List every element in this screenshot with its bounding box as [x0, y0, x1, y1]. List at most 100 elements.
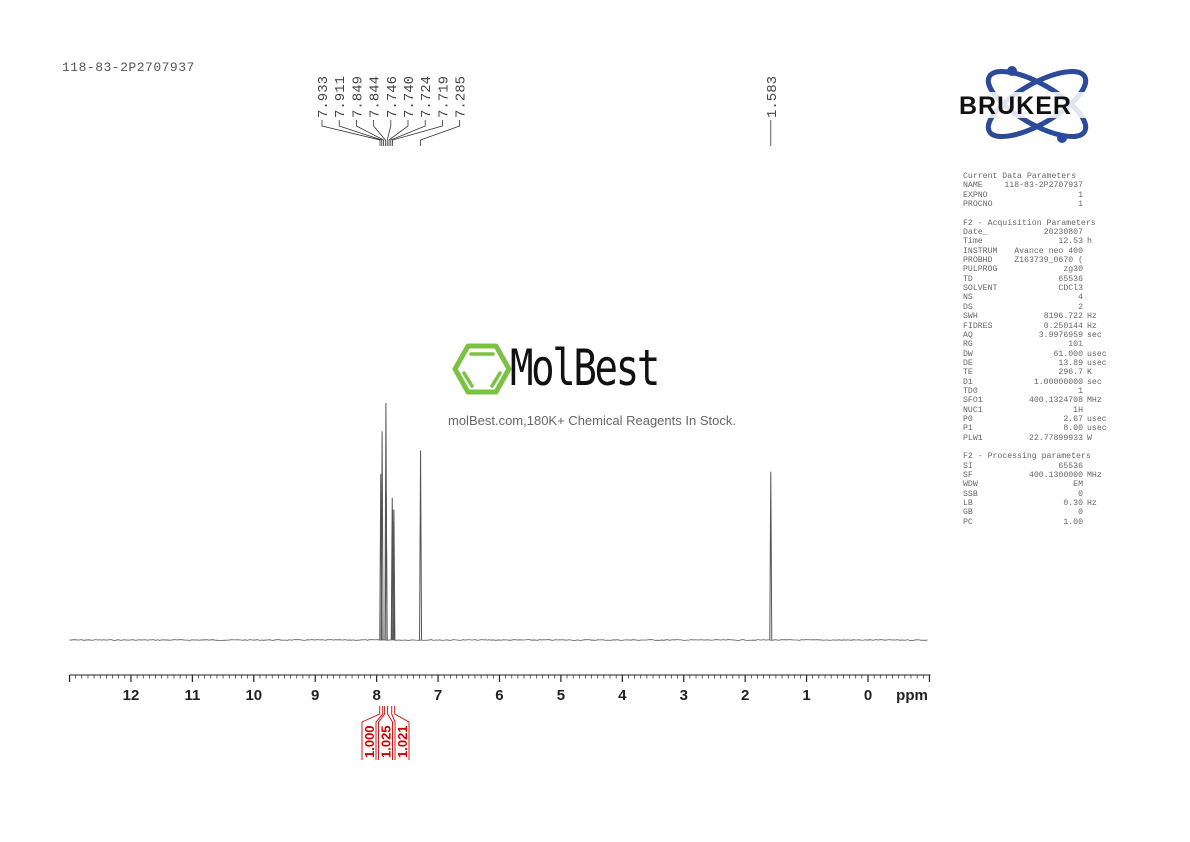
peak: [419, 450, 423, 641]
param-label: SSB: [963, 489, 978, 499]
param-unit: [1083, 256, 1113, 265]
param-unit: [1083, 387, 1113, 396]
param-label: PLW1: [963, 433, 983, 443]
peak-label-connector: [373, 120, 386, 146]
x-tick-label: 1: [802, 687, 810, 704]
peak-label: 7.844: [368, 76, 384, 118]
param-value: 118-83-2P2707937: [1004, 181, 1083, 191]
peak: [380, 431, 384, 641]
param-row: SSB 0: [963, 490, 1113, 499]
param-label: RG: [963, 340, 973, 350]
param-value: 22.77899933: [1028, 433, 1083, 443]
sample-name: 118-83-2P2707937: [62, 60, 195, 75]
param-value: 0.250144: [1043, 321, 1083, 331]
param-unit: sec: [1087, 377, 1102, 387]
param-label: P1: [963, 424, 973, 434]
peak-label-connector: [390, 120, 426, 146]
param-value: 8196.722: [1043, 312, 1083, 322]
param-unit: Hz: [1087, 499, 1097, 509]
param-unit: usec: [1087, 414, 1107, 424]
param-label: GB: [963, 508, 973, 518]
param-unit: [1083, 340, 1113, 349]
param-label: SWH: [963, 312, 978, 322]
x-tick-label: 2: [741, 687, 749, 704]
param-unit: MHz: [1087, 471, 1102, 480]
param-value: 1: [1078, 200, 1083, 210]
param-label: Time: [963, 237, 983, 247]
param-row: P1 8.00 usec: [963, 424, 1113, 433]
param-row: FIDRES 0.250144 Hz: [963, 322, 1113, 331]
param-label: PULPROG: [963, 265, 998, 275]
peak-label: 7.285: [454, 76, 470, 118]
peak-label: 1.583: [765, 76, 781, 118]
param-value: 3.9976959: [1038, 330, 1083, 340]
param-row: Time 12.53 h: [963, 237, 1113, 246]
peak-label-connector: [388, 120, 409, 146]
param-value: Avance neo 400: [1014, 246, 1083, 256]
param-value: 2: [1078, 302, 1083, 312]
param-row: PULPROG zg30: [963, 265, 1113, 274]
peak: [384, 493, 388, 641]
param-label: SF: [963, 471, 973, 480]
param-row: SI 65536: [963, 462, 1113, 471]
param-value: 8.00: [1063, 424, 1083, 434]
peak-label-connector: [355, 120, 385, 146]
param-value: 1.00: [1063, 517, 1083, 527]
param-unit: [1083, 303, 1113, 312]
param-unit: [1083, 490, 1113, 499]
param-unit: MHz: [1087, 396, 1102, 406]
param-unit: [1083, 406, 1113, 415]
param-unit: usec: [1087, 424, 1107, 434]
param-unit: [1083, 247, 1113, 256]
param-label: LB: [963, 499, 973, 509]
param-row: PC 1.00: [963, 518, 1113, 527]
molbest-brand: MolBest: [510, 339, 660, 397]
param-value: EM: [1073, 480, 1083, 490]
param-unit: usec: [1087, 349, 1107, 359]
param-row: GB 0: [963, 508, 1113, 517]
x-axis-label: ppm: [896, 687, 928, 704]
x-tick-label: 9: [311, 687, 319, 704]
param-row: LB 0.30 Hz: [963, 499, 1113, 508]
x-tick-label: 8: [372, 687, 380, 704]
peak: [392, 509, 396, 641]
peak-label: 7.849: [350, 76, 366, 118]
param-row: TE 296.7 K: [963, 368, 1113, 377]
param-unit: [1083, 200, 1113, 209]
param-row: SOLVENT CDCl3: [963, 284, 1113, 293]
param-label: DE: [963, 358, 973, 368]
param-label: SI: [963, 461, 973, 471]
param-label: PC: [963, 517, 973, 527]
param-unit: [1083, 228, 1113, 237]
param-value: CDCl3: [1058, 284, 1083, 294]
param-value: 1: [1078, 386, 1083, 396]
x-tick-label: 10: [245, 687, 262, 704]
param-row: EXPNO 1: [963, 191, 1113, 200]
x-tick-label: 11: [184, 687, 200, 704]
x-tick-label: 6: [495, 687, 503, 704]
param-label: NAME: [963, 181, 983, 191]
param-row: TD0 1: [963, 387, 1113, 396]
param-value: 65536: [1058, 461, 1083, 471]
integral-value: 1.021: [395, 725, 410, 758]
param-unit: sec: [1087, 330, 1102, 340]
param-row: WDW EM: [963, 480, 1113, 489]
integral-value: 1.000: [362, 725, 377, 758]
param-row: DE 13.89 usec: [963, 359, 1113, 368]
param-unit: h: [1087, 237, 1092, 247]
param-value: 20230807: [1043, 228, 1083, 238]
param-label: NS: [963, 293, 973, 303]
param-value: 61.000: [1053, 349, 1083, 359]
param-label: DW: [963, 349, 973, 359]
param-unit: Hz: [1087, 312, 1097, 322]
integrals: 1.000 1.025 1.021: [361, 706, 410, 760]
param-unit: [1083, 462, 1113, 471]
peak-label-connector: [392, 120, 443, 146]
integral-bracket: [391, 706, 410, 760]
param-label: SOLVENT: [963, 284, 998, 294]
integral-value: 1.025: [379, 725, 394, 758]
param-row: SFO1 400.1324708 MHz: [963, 396, 1113, 405]
param-unit: W: [1087, 433, 1092, 443]
x-tick-label: 0: [864, 687, 872, 704]
peak-label: 7.911: [333, 76, 349, 118]
